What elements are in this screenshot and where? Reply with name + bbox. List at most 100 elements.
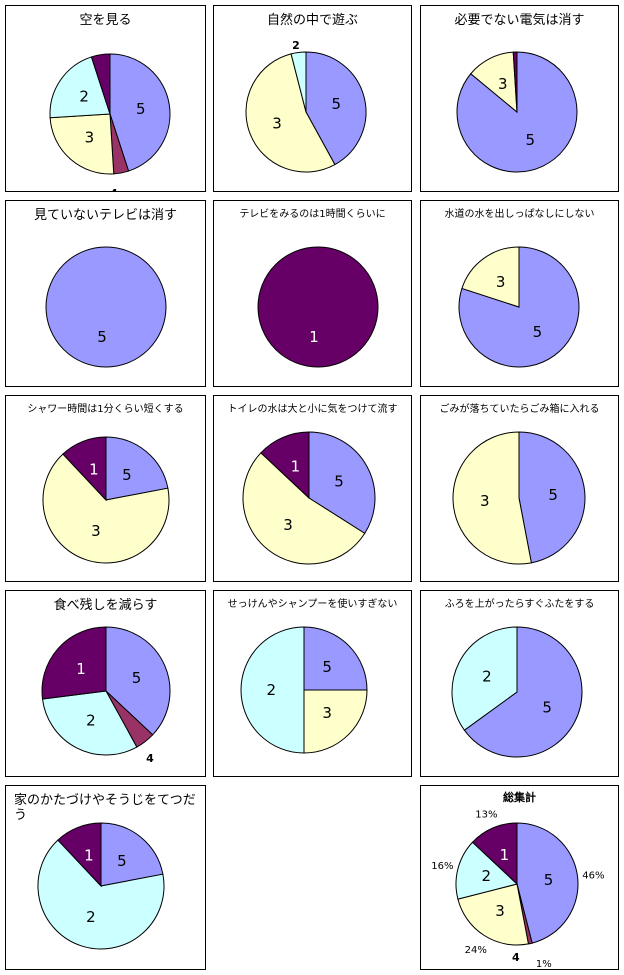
slice-label: 1 xyxy=(291,458,301,476)
pie-svg: 5 46% 4 1% 3 24% 2 16% 1 13% xyxy=(431,809,604,969)
pie-slice-2 xyxy=(451,626,518,731)
slice-label: 5 xyxy=(533,323,543,341)
pie-slice-2 xyxy=(240,626,305,754)
slice-label: 2 xyxy=(482,668,492,686)
pie-slice-3 xyxy=(457,883,530,946)
pie-svg: 5 xyxy=(45,246,167,368)
pie-slice-5 xyxy=(100,822,164,887)
slice-label: 4 xyxy=(110,187,118,191)
pie-svg: 5 4 2 1 xyxy=(41,626,171,765)
chart-title: 水道の水を出しっぱなしにしない xyxy=(444,209,595,220)
pie-chart-panel: 総集計 5 46% 4 1% 3 24% 2 16% 1 13% xyxy=(420,785,619,970)
slice-label: 3 xyxy=(91,522,101,540)
pie-chart-panel: ふろを上がったらすぐふたをする 5 2 xyxy=(420,590,619,777)
slice-label: 3 xyxy=(498,75,508,93)
slice-label: 5 xyxy=(136,100,146,118)
slice-label: 2 xyxy=(482,867,492,885)
slice-label: 4 xyxy=(146,752,154,765)
pie-svg: 53 xyxy=(458,246,580,368)
pie-slice-2 xyxy=(455,841,519,900)
pie-slice-5 xyxy=(305,51,367,166)
slice-label: 2 xyxy=(266,681,276,699)
pie-slice-2 xyxy=(41,690,138,756)
pie-chart-panel: 家のかたづけやそうじをてつだう 5 2 1 xyxy=(5,785,206,970)
pie-slice-1 xyxy=(62,436,107,502)
pie-slice-1 xyxy=(90,53,111,115)
pie-chart-panel: ごみが落ちていたらごみ箱に入れる 5 3 xyxy=(420,395,619,582)
pie-svg: 5 3 2 xyxy=(240,626,368,754)
slice-label: 5 xyxy=(331,95,341,113)
slice-label: 5 xyxy=(117,852,127,870)
pie-svg: 53 xyxy=(452,431,586,565)
pie-slice-3 xyxy=(461,246,520,308)
pie-slice-3 xyxy=(42,453,170,564)
slice-label: 1 xyxy=(89,461,99,479)
pie-slice-1 xyxy=(41,626,107,700)
pie-svg: 5 3 1 xyxy=(242,431,376,565)
slice-label: 5 xyxy=(97,328,107,346)
pie-chart-panel: テレビをみるのは1時間くらいに 1 xyxy=(213,200,412,387)
pie-chart-panel: 空を見る 5 4 3 2 1 xyxy=(5,5,206,192)
slice-label: 3 xyxy=(85,128,95,146)
slice-label: 3 xyxy=(480,492,490,510)
pie-chart-panel: 食べ残しを減らす 5 4 2 1 xyxy=(5,590,206,777)
pie-slice-3 xyxy=(452,431,532,565)
chart-title: ふろを上がったらすぐふたをする xyxy=(444,599,595,610)
slice-label: 1 xyxy=(76,660,86,678)
slice-label: 1 xyxy=(84,847,94,865)
slice-label: 5 xyxy=(322,658,332,676)
chart-title: 見ていないテレビは消す xyxy=(33,208,177,223)
slice-label: 2 xyxy=(79,87,89,105)
pie-slice-1 xyxy=(471,822,518,886)
slice-label: 1 xyxy=(500,846,510,864)
pie-svg: 5 3 2 xyxy=(245,39,367,173)
slice-label: 3 xyxy=(322,704,332,722)
pie-svg: 5 2 1 xyxy=(37,822,165,950)
pie-svg: 5 4 3 2 1 xyxy=(49,39,171,191)
percent-label: 24% xyxy=(465,945,487,956)
percent-label: 1% xyxy=(536,959,552,969)
pie-chart-panel: 必要でない電気は消す 5 3 xyxy=(420,5,619,192)
pie-slice-5 xyxy=(105,436,169,501)
chart-title: 家のかたづけやそうじをてつだう xyxy=(14,793,196,823)
pie-slice-5 xyxy=(105,626,171,736)
pie-slice-5 xyxy=(516,822,579,944)
pie-slice-5 xyxy=(458,246,580,368)
chart-title: テレビをみるのは1時間くらいに xyxy=(239,209,386,220)
slice-label: 5 xyxy=(132,669,142,687)
pie-slice-1 xyxy=(512,51,518,113)
slice-label: 5 xyxy=(526,131,536,149)
pie-slice-1 xyxy=(57,822,102,888)
chart-title: 必要でない電気は消す xyxy=(454,13,585,28)
pie-chart-panel: せっけんやシャンプーを使いすぎない 5 3 2 xyxy=(213,590,412,777)
slice-label: 3 xyxy=(272,114,282,132)
chart-title: 空を見る xyxy=(79,13,132,28)
slice-label: 5 xyxy=(334,472,344,490)
chart-title: 総集計 xyxy=(503,791,536,804)
chart-title: 自然の中で遊ぶ xyxy=(266,13,358,28)
pie-slice-2 xyxy=(49,56,111,119)
pie-slice-2 xyxy=(37,839,165,950)
slice-label: 1 xyxy=(98,39,106,52)
pie-slice-3 xyxy=(303,689,368,754)
slice-label: 2 xyxy=(86,908,96,926)
pie-slice-5 xyxy=(303,626,368,691)
chart-title: せっけんやシャンプーを使いすぎない xyxy=(227,599,398,610)
slice-label: 4 xyxy=(512,951,520,964)
pie-slice-5 xyxy=(518,431,586,564)
slice-label: 1 xyxy=(309,328,319,346)
pie-slice-2 xyxy=(290,51,307,113)
percent-label: 16% xyxy=(431,861,453,872)
pie-svg: 1 xyxy=(257,246,379,368)
pie-chart-panel: 水道の水を出しっぱなしにしない 5 3 xyxy=(420,200,619,387)
slice-label: 5 xyxy=(542,698,552,716)
pie-slice-3 xyxy=(245,53,336,173)
pie-slice-5 xyxy=(109,53,171,172)
slice-label: 5 xyxy=(544,871,554,889)
pie-chart-panel: トイレの水は大と小に気をつけて流す 5 3 1 xyxy=(213,395,412,582)
chart-title: トイレの水は大と小に気をつけて流す xyxy=(227,404,398,415)
pie-svg: 53 xyxy=(456,51,578,173)
slice-label: 5 xyxy=(548,486,558,504)
pie-chart-panel: 見ていないテレビは消す 5 xyxy=(5,200,206,387)
slice-label: 3 xyxy=(495,902,505,920)
